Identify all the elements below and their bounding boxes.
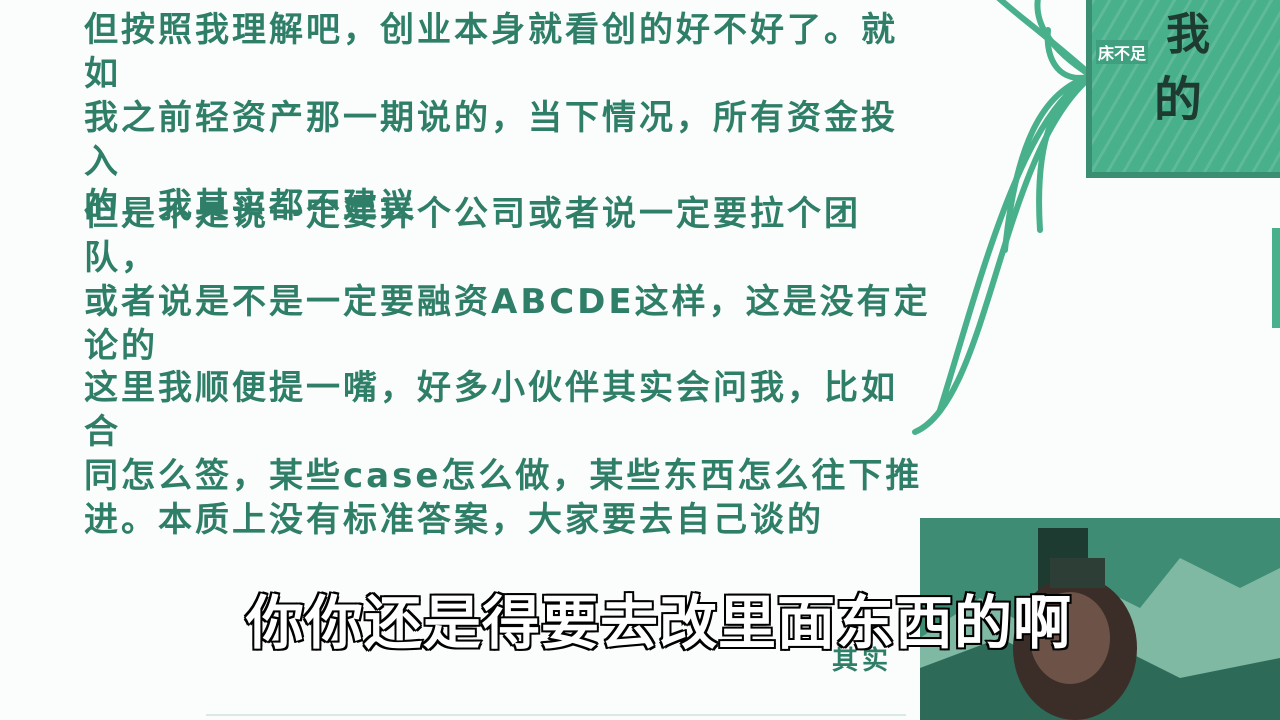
note-paragraph-2: 但是不是说一定要弄个公司或者说一定要拉个团队， 或者说是不是一定要融资ABCDE… xyxy=(84,194,931,366)
card-small-label: 床不足 xyxy=(1096,40,1149,64)
card-top-label: 我 xyxy=(1166,9,1210,60)
presenter-image xyxy=(920,518,1280,720)
card-hatch-pattern xyxy=(1092,0,1280,172)
video-subtitle: 你你还是得要去改里面东西的啊 xyxy=(244,588,1073,659)
note-paragraph-1: 但按照我理解吧，创业本身就看创的好不好了。就如 我之前轻资产那一期说的，当下情况… xyxy=(84,10,898,226)
presenter-video-thumbnail xyxy=(920,518,1280,720)
bottom-divider xyxy=(206,714,906,716)
mind-map-node-card: 床不足 我 的 xyxy=(1086,0,1280,178)
partial-subtitle: 其实 xyxy=(832,646,893,676)
card-big-label: 的 xyxy=(1154,72,1203,128)
offscreen-node-edge xyxy=(1272,228,1280,328)
note-paragraph-3: 这里我顺便提一嘴，好多小伙伴其实会问我，比如合 同怎么签，某些case怎么做，某… xyxy=(84,368,923,540)
